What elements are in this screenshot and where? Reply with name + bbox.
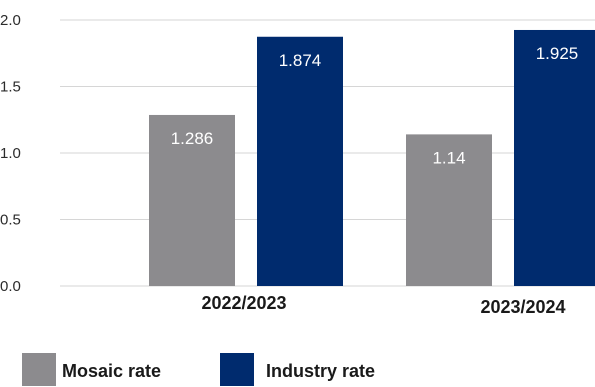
y-tick-label: 0.0 bbox=[0, 278, 21, 295]
data-label: 1.14 bbox=[432, 148, 465, 167]
legend-swatch bbox=[22, 353, 56, 386]
x-category-label: 2022/2023 bbox=[201, 293, 286, 313]
legend-label: Industry rate bbox=[266, 361, 375, 381]
data-label: 1.925 bbox=[536, 44, 579, 63]
category-labels: 2022/2023 2023/2024 bbox=[201, 293, 565, 317]
legend: Mosaic rate Industry rate bbox=[22, 353, 375, 386]
y-tick-label: 0.5 bbox=[0, 212, 21, 229]
data-label: 1.286 bbox=[171, 129, 214, 148]
bar-industry-rate-2 bbox=[514, 30, 595, 286]
y-tick-label: 1.0 bbox=[0, 145, 21, 162]
data-label: 1.874 bbox=[279, 51, 322, 70]
legend-label: Mosaic rate bbox=[62, 361, 161, 381]
bars bbox=[149, 30, 595, 286]
bar-industry-rate-1 bbox=[257, 37, 343, 286]
x-category-label: 2023/2024 bbox=[480, 297, 565, 317]
legend-swatch bbox=[220, 353, 254, 386]
y-axis-ticks: 0.0 0.5 1.0 1.5 2.0 bbox=[0, 12, 21, 295]
y-tick-label: 2.0 bbox=[0, 12, 21, 29]
y-tick-label: 1.5 bbox=[0, 79, 21, 96]
